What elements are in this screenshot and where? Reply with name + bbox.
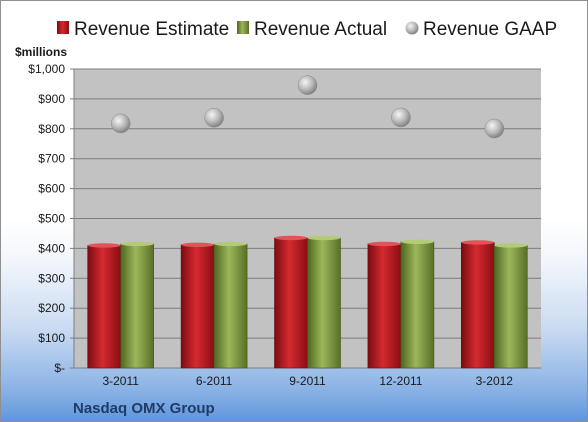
x-tick-label: 6-2011	[196, 374, 233, 388]
bar-revenue-estimate	[87, 245, 121, 369]
bars	[87, 235, 528, 369]
y-tick-label: $-	[54, 361, 65, 375]
gaap-points	[110, 75, 505, 139]
bar-revenue-actual-top	[494, 243, 528, 248]
bar-revenue-actual	[213, 243, 248, 369]
point-revenue-gaap	[484, 118, 505, 139]
legend-label: Revenue GAAP	[423, 19, 557, 40]
legend: Revenue Estimate Revenue Actual Revenue GA…	[57, 19, 557, 40]
bar-revenue-actual-top	[400, 239, 434, 245]
y-tick-label: $200	[38, 301, 65, 315]
bar-revenue-estimate	[274, 237, 308, 369]
y-tick-label: $700	[38, 152, 65, 166]
y-tick-label: $400	[38, 241, 65, 255]
bar-revenue-estimate-top	[274, 235, 308, 241]
legend-label: Revenue Estimate	[74, 19, 229, 40]
bar-revenue-estimate	[460, 242, 495, 369]
company-name: Nasdaq OMX Group	[73, 400, 215, 417]
x-axis: 3-2011 6-2011 9-2011 12-2011 3-2012	[102, 374, 513, 388]
y-tick-label: $800	[38, 122, 65, 136]
bar-revenue-estimate-top	[461, 240, 495, 245]
point-revenue-gaap	[391, 107, 411, 128]
y-tick-label: $300	[38, 271, 65, 285]
x-tick-label: 12-2011	[379, 374, 422, 388]
point-revenue-gaap	[204, 107, 224, 128]
point-revenue-gaap	[297, 75, 318, 95]
legend-swatch-actual	[237, 21, 249, 34]
bar-revenue-estimate-top	[367, 241, 401, 247]
bar-revenue-actual-top	[307, 235, 341, 241]
y-axis-unit-label: $millions	[15, 45, 67, 59]
bar-revenue-actual-top	[214, 241, 248, 247]
y-tick-label: $100	[38, 331, 65, 345]
y-axis: $- $100 $200 $300 $400 $500 $600 $700 $800 $900 $1…	[28, 62, 541, 375]
bar-revenue-estimate	[180, 244, 215, 369]
bar-revenue-estimate	[367, 243, 402, 369]
x-tick-label: 3-2012	[476, 374, 514, 388]
bar-revenue-actual	[400, 241, 435, 369]
y-tick-label: $1,000	[28, 62, 65, 76]
x-tick-label: 9-2011	[289, 374, 326, 388]
bar-revenue-estimate-top	[87, 243, 121, 248]
bar-revenue-actual	[120, 243, 154, 369]
y-tick-label: $900	[38, 92, 65, 106]
y-tick-label: $600	[38, 182, 65, 196]
bar-revenue-actual	[307, 237, 341, 369]
legend-swatch-gaap	[405, 21, 419, 35]
legend-label: Revenue Actual	[254, 19, 387, 40]
bar-revenue-actual	[493, 245, 528, 369]
point-revenue-gaap	[110, 113, 131, 134]
legend-swatch-estimate	[57, 21, 69, 34]
bar-revenue-actual-top	[120, 241, 154, 247]
bar-revenue-estimate-top	[181, 242, 215, 248]
y-tick-label: $500	[38, 212, 65, 226]
x-tick-label: 3-2011	[102, 374, 139, 388]
